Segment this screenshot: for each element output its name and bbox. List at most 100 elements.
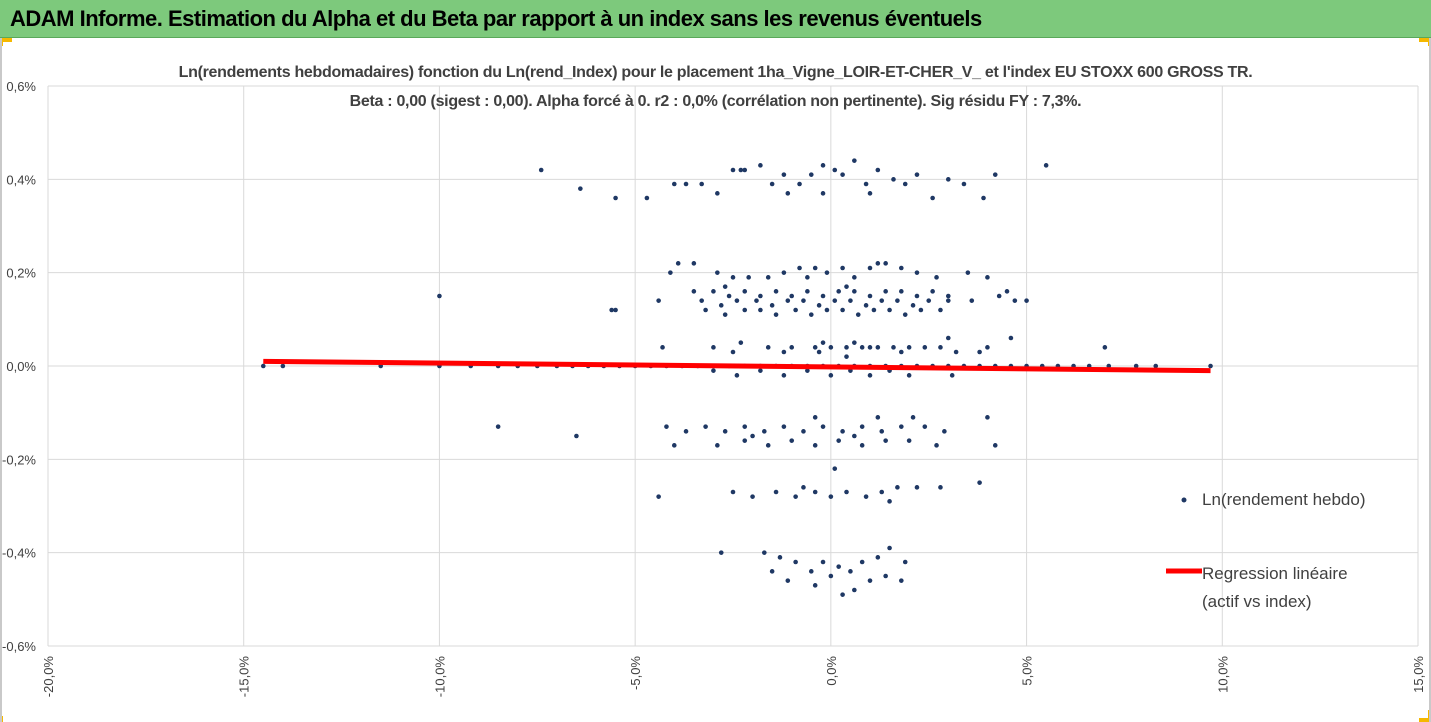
data-point bbox=[863, 181, 869, 187]
data-point bbox=[738, 167, 744, 173]
data-point bbox=[762, 550, 767, 555]
data-point bbox=[699, 298, 704, 303]
data-point bbox=[891, 345, 896, 350]
data-point bbox=[899, 265, 904, 271]
data-point bbox=[793, 307, 798, 313]
data-point bbox=[906, 373, 912, 378]
data-point bbox=[945, 335, 951, 341]
data-point bbox=[922, 345, 928, 350]
x-tick-label: 0,0% bbox=[824, 656, 839, 686]
data-point bbox=[852, 289, 857, 294]
data-point bbox=[875, 261, 881, 266]
data-point bbox=[773, 289, 779, 294]
legend-label-points: Ln(rendement hebdo) bbox=[1202, 490, 1366, 509]
data-point bbox=[668, 270, 673, 275]
data-point bbox=[718, 303, 724, 308]
data-point bbox=[280, 363, 286, 369]
data-point bbox=[734, 373, 740, 378]
data-point bbox=[726, 293, 732, 299]
report-banner: ADAM Informe. Estimation du Alpha et du … bbox=[0, 0, 1431, 38]
y-tick-label: -0,6% bbox=[2, 639, 36, 654]
data-point bbox=[785, 298, 791, 303]
data-point bbox=[836, 564, 841, 569]
data-point bbox=[867, 293, 873, 299]
data-point bbox=[789, 345, 795, 350]
data-point bbox=[722, 429, 728, 434]
data-point bbox=[769, 303, 775, 308]
data-point bbox=[824, 270, 830, 275]
data-point bbox=[578, 186, 583, 191]
data-point bbox=[934, 443, 939, 448]
data-point bbox=[730, 275, 736, 280]
data-points bbox=[260, 158, 1213, 597]
data-point bbox=[840, 592, 845, 597]
data-point bbox=[816, 303, 822, 308]
banner-corner-right bbox=[1419, 38, 1431, 42]
data-point bbox=[773, 489, 779, 495]
data-point bbox=[832, 167, 838, 173]
data-point bbox=[671, 181, 677, 187]
data-point bbox=[656, 494, 661, 499]
x-tick-label: -10,0% bbox=[432, 656, 447, 698]
data-point bbox=[867, 345, 873, 350]
data-point bbox=[722, 312, 728, 317]
data-point bbox=[805, 289, 810, 294]
data-point bbox=[730, 489, 736, 495]
data-point bbox=[1012, 298, 1018, 303]
data-point bbox=[801, 485, 806, 490]
data-point bbox=[852, 587, 857, 593]
data-point bbox=[718, 550, 724, 555]
regression-line bbox=[263, 358, 1211, 374]
data-point bbox=[820, 424, 826, 429]
data-point bbox=[992, 172, 998, 177]
data-point bbox=[883, 573, 888, 579]
data-point bbox=[934, 275, 939, 280]
data-point bbox=[812, 345, 818, 350]
data-point bbox=[820, 191, 826, 196]
data-point bbox=[887, 307, 892, 313]
data-point bbox=[613, 195, 618, 201]
data-point bbox=[961, 181, 967, 187]
data-point bbox=[781, 270, 787, 275]
data-point bbox=[867, 578, 873, 583]
data-point bbox=[883, 438, 888, 443]
data-point bbox=[656, 298, 661, 303]
data-point bbox=[789, 293, 795, 299]
data-point bbox=[942, 429, 947, 434]
data-point bbox=[812, 265, 818, 271]
data-point bbox=[722, 284, 728, 289]
data-point bbox=[613, 307, 618, 313]
legend-label-regression-text: Regression linéaire (actif vs index) bbox=[1202, 564, 1348, 611]
data-point bbox=[758, 307, 763, 313]
data-point bbox=[808, 172, 814, 177]
data-point bbox=[574, 433, 579, 439]
data-point bbox=[801, 429, 806, 434]
data-point bbox=[871, 307, 877, 313]
data-point bbox=[836, 438, 841, 443]
data-point bbox=[820, 163, 826, 168]
data-point bbox=[812, 583, 818, 588]
y-tick-label: -0,2% bbox=[2, 452, 36, 467]
chart-title-line-1: Ln(rendements hebdomadaires) fonction du… bbox=[178, 64, 1253, 81]
x-axis-tick-labels: -20,0% -15,0% -10,0% -5,0% 0,0% 5,0% 10,0% 15,0… bbox=[41, 656, 1426, 698]
data-point bbox=[859, 443, 865, 448]
x-tick-label: 15,0% bbox=[1411, 656, 1426, 693]
y-tick-label: 0,4% bbox=[6, 172, 36, 187]
data-point bbox=[808, 312, 814, 317]
data-point bbox=[781, 373, 787, 378]
data-point bbox=[730, 167, 736, 173]
data-point bbox=[1208, 363, 1213, 369]
data-point bbox=[675, 261, 681, 266]
data-point bbox=[977, 480, 982, 485]
data-point bbox=[895, 298, 900, 303]
data-point bbox=[844, 354, 849, 359]
data-point bbox=[683, 429, 689, 434]
data-point bbox=[879, 298, 885, 303]
data-point bbox=[793, 559, 798, 565]
data-point bbox=[1106, 363, 1112, 369]
data-point bbox=[914, 172, 920, 177]
data-point bbox=[914, 485, 920, 490]
data-point bbox=[765, 345, 771, 350]
data-point bbox=[863, 303, 869, 308]
